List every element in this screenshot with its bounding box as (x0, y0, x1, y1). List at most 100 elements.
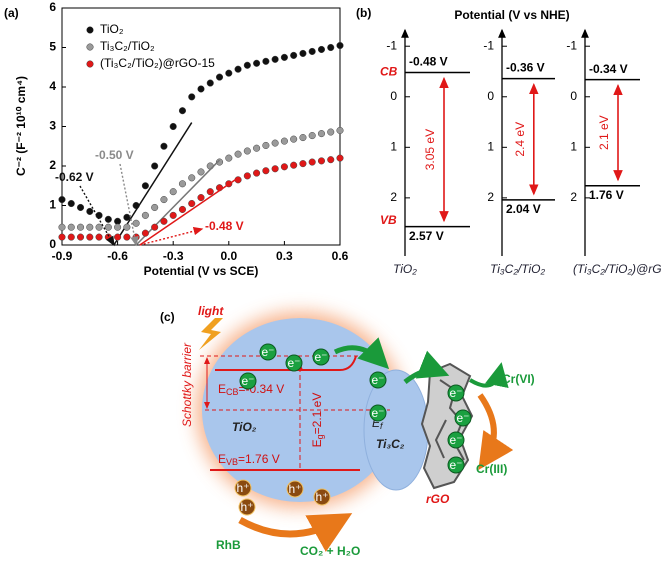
data-point (86, 207, 94, 215)
data-point (160, 217, 168, 225)
hole-label: h⁺ (288, 482, 301, 496)
tio2-label: TiO₂ (232, 420, 257, 434)
data-point (67, 199, 75, 208)
data-point (206, 188, 214, 196)
x-tick-label: -0.6 (107, 249, 128, 263)
data-point (169, 211, 177, 219)
legend-label: TiO₂ (100, 22, 124, 36)
y-tick-label: 3 (49, 119, 56, 133)
electron (369, 371, 387, 389)
y-tick-label: 2 (570, 190, 577, 204)
ef-label: Ef (372, 416, 384, 431)
electron (369, 404, 387, 422)
data-point (188, 174, 196, 182)
data-point (243, 172, 251, 180)
data-point (243, 147, 251, 155)
evb-label: EVB=1.76 V (218, 452, 280, 467)
fit-line (135, 159, 221, 246)
data-point (225, 154, 233, 162)
data-point (299, 160, 307, 168)
electron (454, 409, 472, 427)
x-tick-label: 0.6 (332, 249, 349, 263)
hole-label: h⁺ (236, 481, 249, 495)
light-label: light (198, 304, 224, 318)
legend-marker (86, 60, 94, 68)
value: =2.1 eV (310, 393, 324, 435)
annotation-arrow (119, 163, 139, 247)
data-point (151, 203, 159, 212)
hole (313, 488, 331, 506)
electron (285, 354, 303, 372)
y-tick-label: 0 (390, 89, 397, 103)
reduction-product-arrow (477, 393, 514, 470)
vb-label: 2.57 V (409, 229, 444, 243)
data-point (327, 43, 335, 52)
data-point (299, 49, 307, 57)
fit-line (139, 177, 239, 246)
y-tick-label: 2 (49, 158, 56, 172)
y-tick-label: 1 (487, 139, 494, 153)
data-point (178, 180, 187, 188)
electron (447, 456, 465, 474)
data-point (67, 233, 75, 241)
data-point (336, 154, 344, 162)
electron (447, 384, 465, 402)
electron-transfer (403, 350, 450, 384)
electron (312, 348, 330, 366)
data-point (76, 203, 85, 212)
data-point (253, 59, 261, 67)
cb-label: -0.48 V (409, 55, 448, 69)
x-tick-label: -0.3 (163, 249, 184, 263)
data-point (86, 233, 94, 241)
schottky-label: Schottky barrier (180, 342, 194, 427)
hole-label: h⁺ (240, 500, 253, 514)
subscript: g (315, 434, 325, 439)
data-point (197, 194, 205, 202)
y-tick-label: 0 (570, 89, 577, 103)
data-point (234, 150, 242, 158)
y-tick-label: -1 (386, 38, 397, 52)
electron (239, 372, 257, 390)
electron-label: e⁻ (371, 373, 384, 387)
data-point (197, 85, 205, 93)
data-point (225, 69, 233, 77)
electron-label: e⁻ (314, 350, 327, 364)
data-point (141, 211, 149, 219)
data-point (67, 223, 75, 231)
y-tick-label: 0 (49, 237, 56, 251)
data-point (262, 167, 270, 175)
chart-title: Potential (V vs NHE) (454, 8, 569, 22)
data-point (308, 47, 316, 56)
panel-label: (b) (356, 6, 371, 20)
data-point (123, 213, 131, 221)
cr6-label: Cr(VI) (502, 372, 535, 386)
data-point (308, 158, 316, 166)
data-point (234, 65, 242, 73)
data-point (123, 233, 131, 241)
panel-c: (c) light Schottky barrier ECB=-0.34 V E… (160, 304, 535, 558)
data-point (160, 196, 168, 204)
legend-marker (86, 26, 94, 34)
symbol: E (310, 439, 324, 447)
electron-label: e⁻ (449, 386, 462, 400)
y-tick-label: 5 (49, 40, 56, 54)
data-point (178, 107, 187, 115)
y-tick-label: 2 (390, 190, 397, 204)
legend-marker (86, 43, 94, 51)
electron (447, 431, 465, 449)
data-point (327, 128, 335, 136)
symbol: E (372, 416, 381, 430)
electron-label: e⁻ (456, 411, 469, 425)
data-point (215, 158, 224, 166)
y-tick-label: 1 (570, 139, 577, 153)
data-point (290, 135, 298, 143)
data-point (95, 223, 103, 231)
electron-label: e⁻ (449, 458, 462, 472)
data-point (169, 122, 177, 131)
data-point (95, 233, 103, 241)
y-tick-label: 2 (487, 190, 494, 204)
data-point (123, 223, 131, 231)
subscript: f (380, 421, 384, 431)
y-axis-label: C⁻² (F⁻² 10¹⁰ cm⁴) (14, 76, 28, 176)
